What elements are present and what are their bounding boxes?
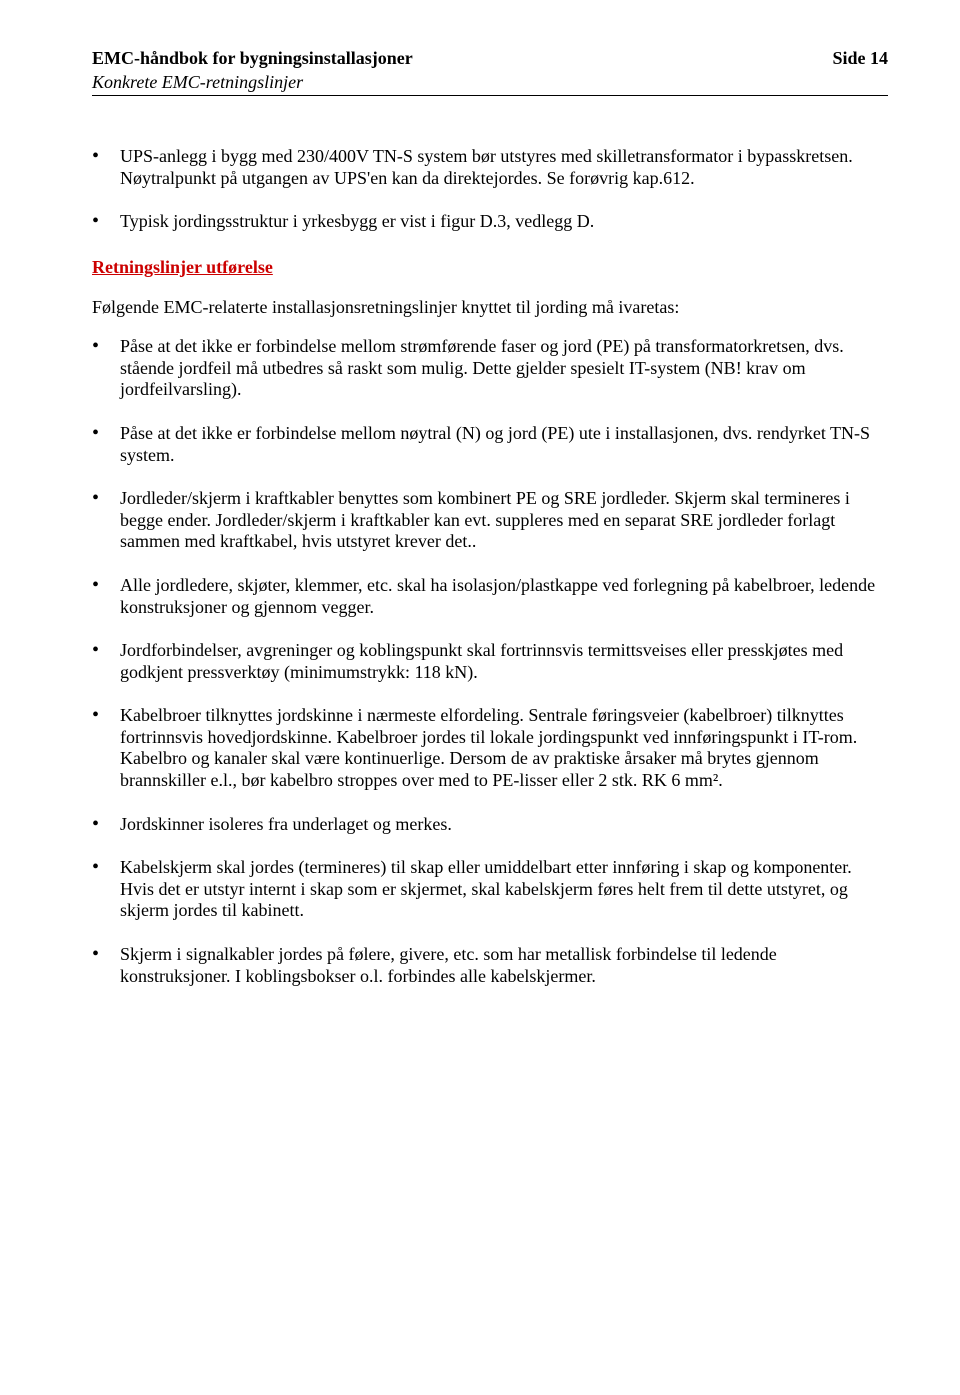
- list-item: Jordskinner isoleres fra underlaget og m…: [92, 814, 888, 836]
- header-page-number: Side 14: [832, 48, 888, 70]
- list-item: Alle jordledere, skjøter, klemmer, etc. …: [92, 575, 888, 618]
- list-item: Påse at det ikke er forbindelse mellom n…: [92, 423, 888, 466]
- main-bullet-list: Påse at det ikke er forbindelse mellom s…: [92, 336, 888, 987]
- section-intro: Følgende EMC-relaterte installasjonsretn…: [92, 297, 888, 319]
- list-item: UPS-anlegg i bygg med 230/400V TN-S syst…: [92, 146, 888, 189]
- list-item: Jordleder/skjerm i kraftkabler benyttes …: [92, 488, 888, 553]
- list-item: Skjerm i signalkabler jordes på følere, …: [92, 944, 888, 987]
- header-divider: [92, 95, 888, 96]
- list-item: Typisk jordingsstruktur i yrkesbygg er v…: [92, 211, 888, 233]
- header-title-left: EMC-håndbok for bygningsinstallasjoner: [92, 48, 413, 70]
- list-item: Kabelbroer tilknyttes jordskinne i nærme…: [92, 705, 888, 791]
- list-item: Jordforbindelser, avgreninger og kobling…: [92, 640, 888, 683]
- list-item: Påse at det ikke er forbindelse mellom s…: [92, 336, 888, 401]
- header-subtitle: Konkrete EMC-retningslinjer: [92, 72, 888, 94]
- list-item: Kabelskjerm skal jordes (termineres) til…: [92, 857, 888, 922]
- section-heading: Retningslinjer utførelse: [92, 257, 888, 279]
- page-header: EMC-håndbok for bygningsinstallasjoner S…: [92, 48, 888, 70]
- top-bullet-list: UPS-anlegg i bygg med 230/400V TN-S syst…: [92, 146, 888, 233]
